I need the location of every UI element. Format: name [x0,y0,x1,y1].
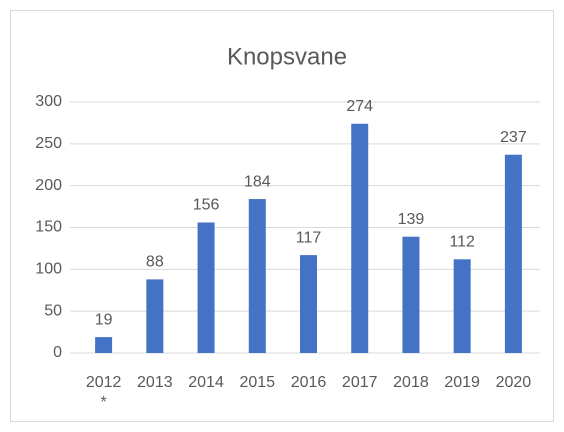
data-label: 156 [193,197,220,214]
data-label: 184 [244,173,271,190]
bar [402,236,420,353]
data-label: 139 [398,211,425,228]
x-tick-label: 2014 [188,374,224,391]
chart-border [10,10,554,422]
bar [146,279,164,353]
data-label: 274 [346,98,373,115]
data-label: 88 [146,254,164,271]
bar [95,337,113,353]
x-tick-label: 2019 [444,374,480,391]
y-tick-label: 200 [35,177,62,194]
bar [453,259,471,353]
x-tick-label: 2012 * [85,374,122,411]
bar [504,154,522,353]
bar [300,255,317,353]
y-tick-label: 0 [53,344,62,361]
data-label: 19 [95,311,113,328]
y-tick-label: 250 [35,135,62,152]
y-tick-label: 50 [44,302,62,319]
y-tick-label: 300 [35,93,62,110]
bar [197,222,215,353]
y-tick-label: 150 [35,219,62,236]
x-tick-label: 2018 [393,374,429,391]
data-label: 117 [296,229,322,246]
data-label: 112 [449,234,475,251]
x-tick-label: 2017 [341,374,378,391]
data-label: 237 [500,129,527,146]
bar [351,123,369,354]
chart-title: Knopsvane [227,43,347,70]
bar [248,199,266,353]
x-tick-label: 2020 [495,374,532,391]
x-tick-label: 2013 [137,374,173,391]
x-tick-label: 2016 [290,374,327,391]
y-tick-label: 100 [35,261,62,278]
x-tick-label: 2015 [239,374,276,391]
